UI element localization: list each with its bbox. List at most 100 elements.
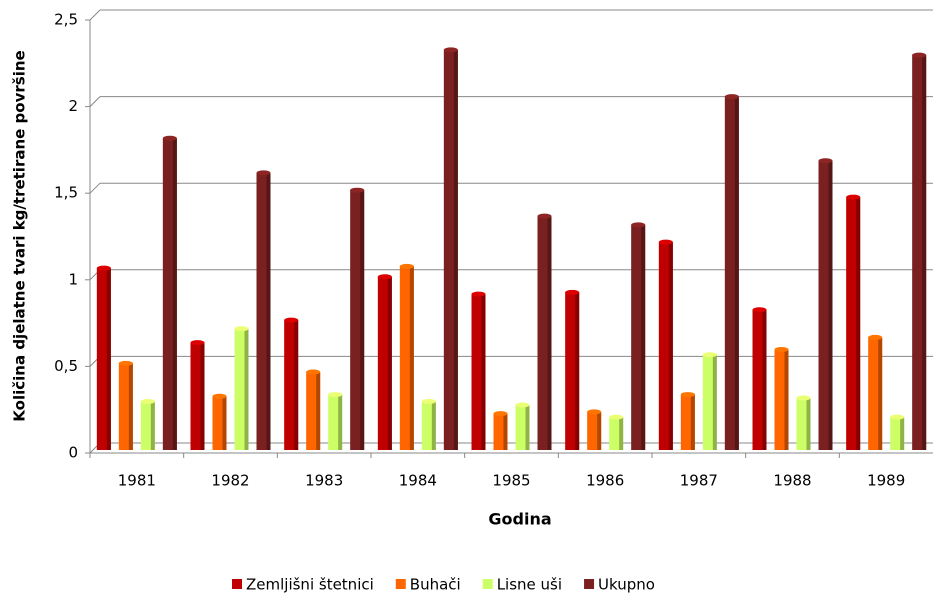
bar (234, 326, 249, 450)
bar-face (471, 291, 486, 297)
bar (471, 291, 486, 450)
grid-line (89, 9, 933, 21)
bar-face (212, 393, 227, 399)
bar-face (680, 392, 695, 398)
bar-face (443, 47, 458, 53)
bar (658, 239, 673, 450)
bar-face (641, 224, 646, 450)
bar-face (234, 326, 249, 332)
bar (796, 395, 811, 450)
bar-face (890, 414, 905, 420)
bar (162, 135, 177, 451)
bar-face (328, 392, 343, 398)
x-tick-label: 1982 (211, 472, 249, 490)
bar-face (306, 369, 321, 375)
legend-label: Zemljišni štetnici (246, 576, 374, 594)
bar (702, 352, 717, 450)
bar-face (150, 401, 155, 450)
bar (96, 265, 111, 450)
bar (724, 94, 739, 450)
bar-face (587, 409, 602, 415)
x-tick-label: 1985 (492, 472, 530, 490)
bar-face (856, 197, 861, 450)
bar (350, 187, 365, 450)
bar-face (734, 96, 739, 450)
bar-face (900, 417, 905, 450)
bar (256, 170, 271, 450)
x-tick-label: 1981 (118, 472, 156, 490)
bar (537, 213, 552, 450)
bar-face (690, 394, 695, 450)
bar-face (96, 265, 111, 271)
legend-label: Buhači (410, 576, 461, 594)
x-tick-label: 1984 (399, 472, 437, 490)
bar-face (668, 242, 673, 450)
bar-face (431, 401, 436, 450)
bar-face (609, 414, 624, 420)
bar-face (575, 292, 580, 450)
x-axis-label: Godina (488, 510, 551, 529)
bar-face (350, 187, 365, 193)
bar (328, 392, 343, 450)
bar-face (377, 274, 392, 280)
bar-face (244, 328, 249, 450)
bar-face (190, 340, 205, 346)
bar-face (631, 222, 646, 228)
bar (212, 393, 227, 450)
bar-face (481, 294, 486, 450)
bar-face (828, 160, 833, 451)
bar-face (912, 52, 927, 58)
bar (190, 340, 205, 450)
bar (515, 402, 530, 450)
bar (140, 399, 155, 450)
bar (631, 222, 646, 450)
bar-face (752, 307, 767, 313)
bar-face (503, 413, 508, 450)
bar-face (922, 55, 927, 450)
bar-face (784, 349, 789, 450)
bar (868, 334, 883, 450)
bar (609, 414, 624, 450)
bar-face (724, 94, 739, 100)
legend-swatch (482, 579, 493, 589)
y-tick-label: 0 (68, 444, 78, 462)
bar-face (338, 394, 343, 450)
bar (912, 52, 927, 450)
bar-face (284, 317, 299, 323)
bar-face (409, 266, 414, 450)
bar (565, 289, 580, 450)
x-tick-label: 1983 (305, 472, 343, 490)
bar-face (387, 276, 392, 450)
y-tick-label: 1 (68, 270, 78, 288)
bar-face (806, 398, 811, 450)
grid-line (89, 182, 933, 194)
bar-face (360, 190, 365, 450)
y-tick-label: 2 (68, 97, 78, 115)
x-tick-label: 1987 (680, 472, 718, 490)
bar-face (172, 138, 177, 451)
bar-face (878, 337, 883, 450)
grid-line (89, 96, 933, 107)
bar-face (515, 402, 530, 408)
bar (493, 411, 508, 450)
bar (587, 409, 602, 450)
bar-face (256, 170, 271, 176)
bar-face (547, 216, 552, 450)
bar (890, 414, 905, 450)
legend-swatch (584, 579, 595, 589)
bar-face (399, 263, 414, 269)
bar-face (140, 399, 155, 405)
bar-face (128, 363, 133, 450)
bar-face (200, 342, 205, 450)
bar (306, 369, 321, 450)
legend-swatch (232, 579, 242, 589)
grid-line (89, 269, 933, 281)
x-tick-label: 1986 (586, 472, 624, 490)
y-tick-label: 0,5 (54, 357, 78, 375)
y-tick-label: 1,5 (54, 184, 78, 202)
bar (421, 399, 436, 450)
bar-face (597, 411, 602, 450)
bar-face (796, 395, 811, 401)
bar-face (106, 268, 111, 450)
